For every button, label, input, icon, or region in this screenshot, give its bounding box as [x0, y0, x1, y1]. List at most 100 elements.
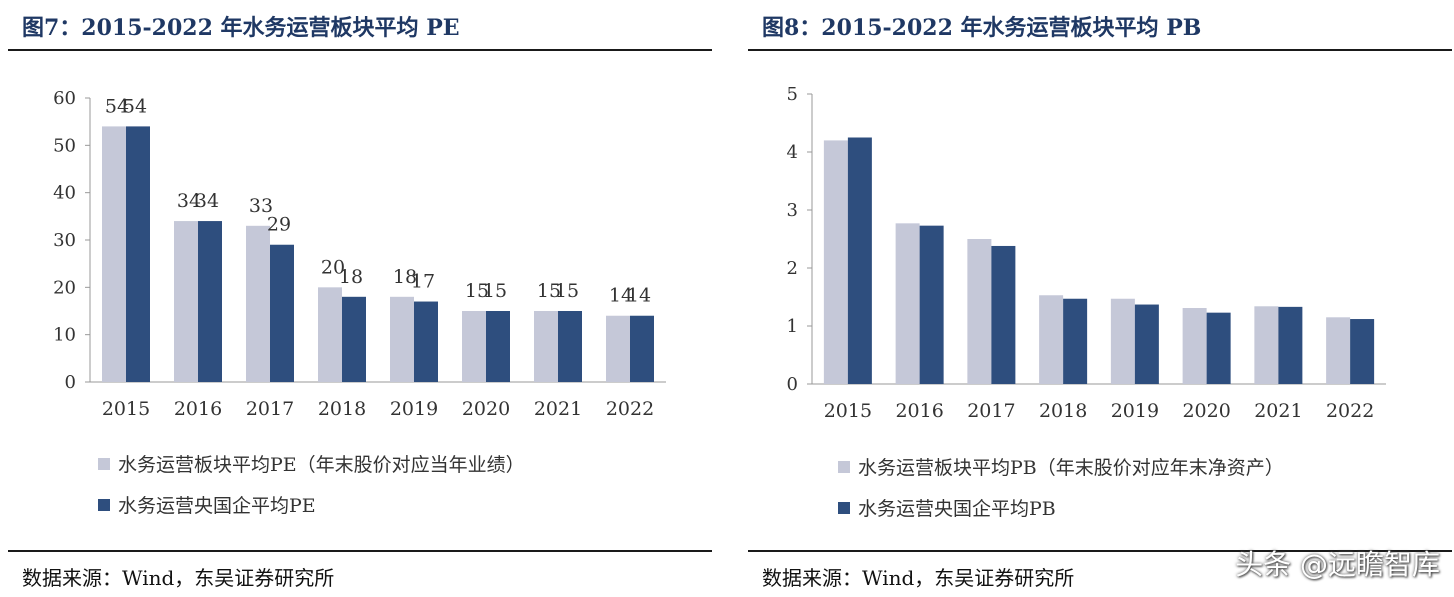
data-label: 17	[411, 271, 435, 293]
y-tick-label: 20	[53, 277, 76, 298]
bar-sector-avg	[1110, 298, 1135, 384]
x-tick-label: 2015	[824, 400, 872, 422]
x-tick-label: 2019	[1111, 400, 1159, 422]
bar-soe-avg	[486, 311, 510, 382]
title-rule	[748, 49, 1452, 51]
bar-sector-avg	[174, 221, 198, 382]
x-tick-label: 2017	[967, 400, 1015, 422]
source-note: 数据来源：Wind，东吴证券研究所	[762, 566, 1075, 590]
x-tick-label: 2016	[895, 400, 943, 422]
legend-swatch	[838, 461, 850, 473]
data-label: 15	[483, 280, 507, 302]
data-label: 20	[321, 256, 345, 278]
bar-sector-avg	[462, 311, 486, 382]
bar-sector-avg	[390, 296, 414, 382]
pb-bar-chart: 0 1 2 3 4 5 2015 2016 2017 2018 2019 2020 2021 2022	[787, 84, 1386, 422]
bar-soe-avg	[1350, 319, 1375, 384]
bar-sector-avg	[1326, 317, 1351, 384]
bar-soe-avg	[270, 244, 294, 382]
bar-sector-avg	[102, 126, 126, 383]
bar-soe-avg	[558, 311, 582, 382]
y-tick-label: 2	[787, 258, 798, 279]
x-tick-label: 2017	[246, 398, 294, 420]
legend-item-series-2: 水务运营央国企平均PB	[838, 494, 1056, 521]
legend-item-series-2: 水务运营央国企平均PE	[98, 491, 316, 518]
bar-soe-avg	[198, 221, 222, 382]
source-rule	[8, 550, 712, 552]
legend-label: 水务运营央国企平均PB	[858, 498, 1056, 520]
legend-item-series-1: 水务运营板块平均PE（年末股价对应当年业绩）	[98, 450, 525, 477]
data-label: 54	[123, 95, 147, 117]
bar-soe-avg	[342, 296, 366, 382]
bar-soe-avg	[991, 245, 1016, 384]
source-rule	[748, 550, 1452, 552]
bar-soe-avg	[126, 126, 150, 383]
y-tick-label: 10	[53, 325, 76, 346]
bar-soe-avg	[414, 301, 438, 382]
bar-sector-avg	[1182, 308, 1207, 384]
y-tick-label: 50	[53, 135, 76, 156]
chart-panel-pe: 图7：2015-2022 年水务运营板块平均 PE 0 10 20 30 40 50 60 2…	[0, 0, 712, 597]
bar-sector-avg	[534, 311, 558, 382]
data-label: 14	[609, 285, 633, 307]
x-tick-label: 2021	[1254, 400, 1302, 422]
x-tick-label: 2022	[606, 398, 654, 420]
bar-sector-avg	[895, 223, 920, 384]
bar-soe-avg	[847, 137, 872, 384]
legend-swatch	[98, 499, 110, 511]
bar-sector-avg	[318, 287, 342, 382]
legend-item-series-1: 水务运营板块平均PB（年末股价对应年末净资产）	[838, 453, 1284, 480]
legend-swatch	[838, 502, 850, 514]
data-label: 34	[177, 190, 201, 212]
x-tick-label: 2020	[462, 398, 510, 420]
y-tick-label: 0	[65, 372, 76, 393]
x-tick-label: 2021	[534, 398, 582, 420]
data-label: 15	[537, 280, 561, 302]
bar-soe-avg	[919, 225, 944, 384]
x-tick-label: 2015	[102, 398, 150, 420]
bar-soe-avg	[1063, 298, 1088, 384]
data-label: 14	[627, 285, 651, 307]
watermark: 头条 @远瞻智库	[1235, 548, 1440, 581]
data-label: 33	[249, 195, 273, 217]
data-label: 34	[195, 190, 219, 212]
legend-label: 水务运营央国企平均PE	[118, 495, 316, 517]
bar-sector-avg	[823, 140, 848, 384]
y-tick-label: 5	[787, 84, 798, 105]
x-tick-label: 2018	[1039, 400, 1087, 422]
x-tick-label: 2022	[1326, 400, 1374, 422]
bar-soe-avg	[1134, 304, 1159, 384]
bar-sector-avg	[246, 225, 270, 382]
bar-sector-avg	[1039, 295, 1064, 384]
bar-soe-avg	[630, 315, 654, 382]
pe-bar-chart: 0102030405060201554542016343420173329201…	[53, 88, 666, 420]
y-tick-label: 30	[53, 230, 76, 251]
bar-sector-avg	[606, 315, 630, 382]
y-tick-label: 40	[53, 183, 76, 204]
legend-swatch	[98, 458, 110, 470]
x-tick-label: 2016	[174, 398, 222, 420]
y-tick-label: 0	[787, 374, 798, 395]
x-tick-label: 2018	[318, 398, 366, 420]
bar-soe-avg	[1206, 312, 1231, 384]
x-tick-label: 2019	[390, 398, 438, 420]
source-note: 数据来源：Wind，东吴证券研究所	[22, 566, 335, 590]
data-label: 15	[555, 280, 579, 302]
data-label: 29	[267, 214, 291, 236]
y-tick-label: 3	[787, 200, 798, 221]
data-label: 54	[105, 95, 129, 117]
chart-panel-pb: 图8：2015-2022 年水务运营板块平均 PB 0 1 2 3 4 5 2015 2016…	[740, 0, 1452, 597]
chart-title: 图8：2015-2022 年水务运营板块平均 PB	[762, 15, 1202, 41]
bar-sector-avg	[1254, 306, 1279, 384]
chart-title: 图7：2015-2022 年水务运营板块平均 PE	[22, 15, 460, 41]
data-label: 15	[465, 280, 489, 302]
legend-label: 水务运营板块平均PE（年末股价对应当年业绩）	[118, 454, 525, 476]
x-tick-label: 2020	[1182, 400, 1230, 422]
legend-label: 水务运营板块平均PB（年末股价对应年末净资产）	[858, 457, 1284, 479]
bar-sector-avg	[967, 239, 992, 384]
data-label: 18	[393, 266, 417, 288]
bar-soe-avg	[1278, 306, 1303, 384]
title-rule	[8, 49, 712, 51]
y-tick-label: 1	[787, 316, 798, 337]
y-tick-label: 60	[53, 88, 76, 109]
